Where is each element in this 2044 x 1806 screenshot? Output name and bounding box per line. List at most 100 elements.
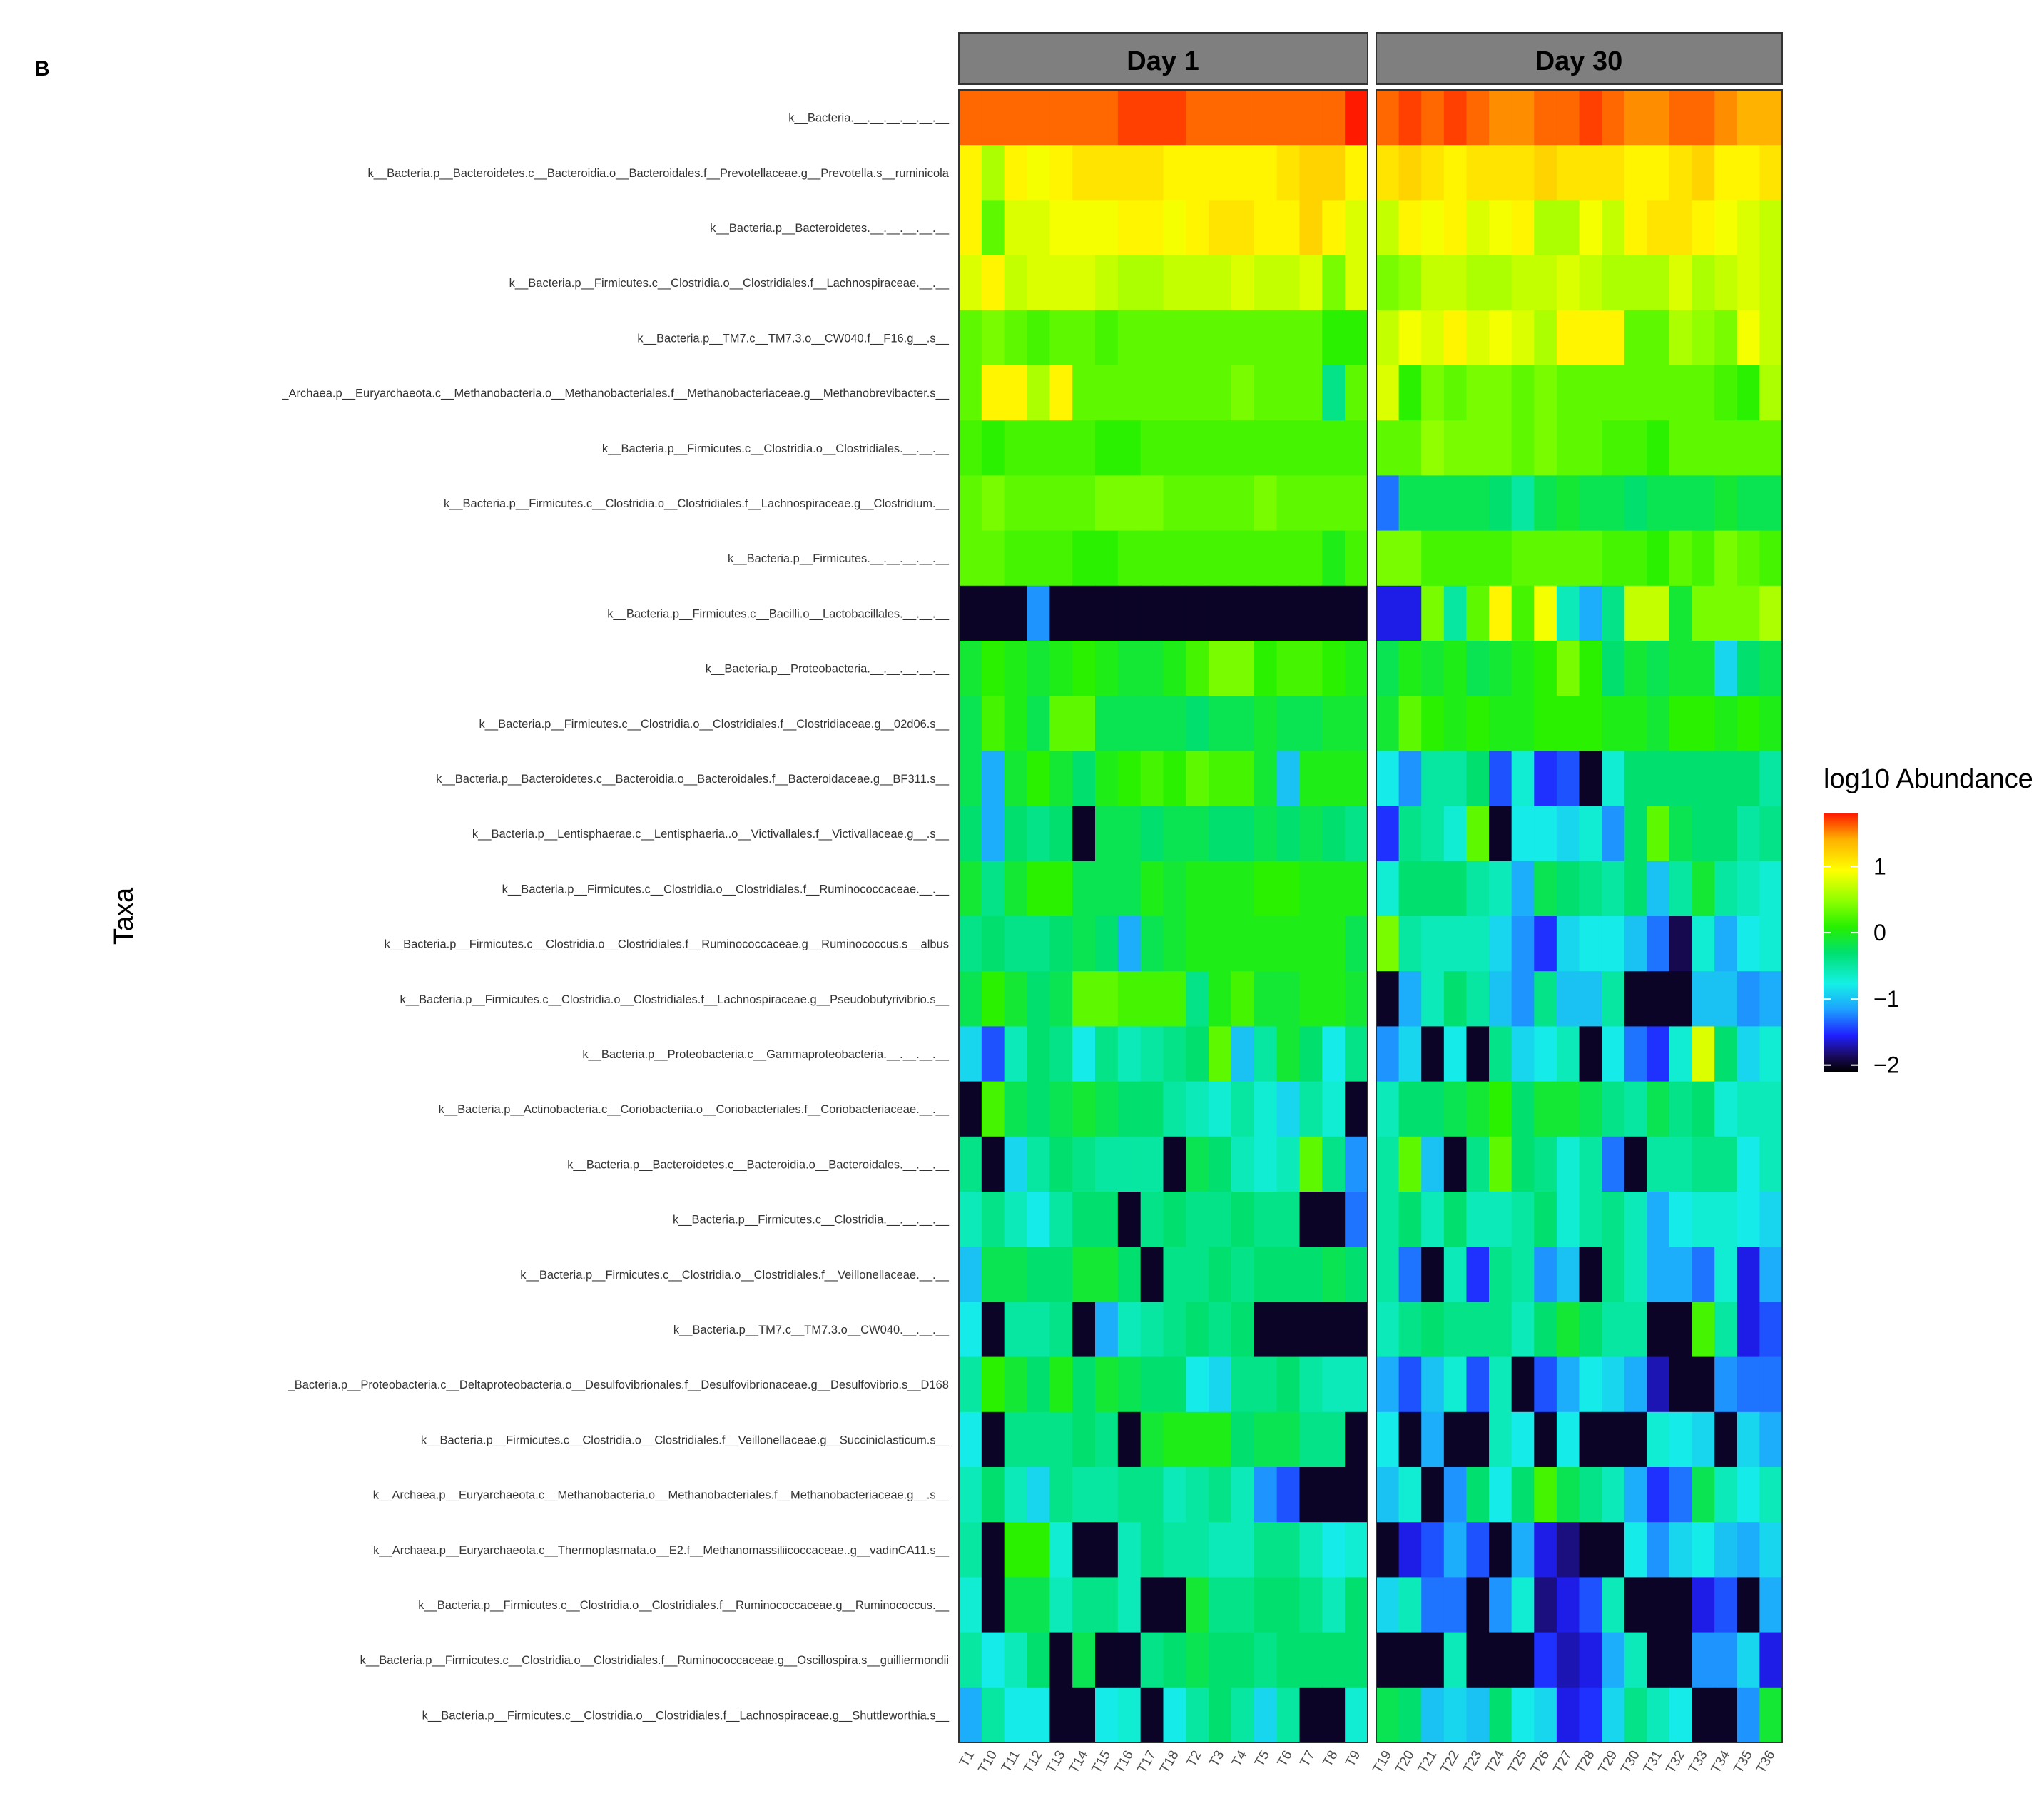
heatmap-cell-day30-26-16 (1737, 1522, 1760, 1578)
heatmap-cell-day1-16-17 (1345, 971, 1368, 1027)
heatmap-cell-day1-21-15 (1299, 1247, 1323, 1302)
heatmap-cell-day1-10-12 (1231, 641, 1255, 696)
heatmap-cell-day1-16-11 (1209, 971, 1232, 1027)
heatmap-cell-day1-22-17 (1345, 1302, 1368, 1358)
heatmap-cell-day30-4-8 (1556, 310, 1580, 366)
heatmap-cell-day30-1-3 (1443, 145, 1468, 201)
heatmap-cell-day1-13-9 (1163, 806, 1186, 862)
heatmap-cell-day1-8-14 (1276, 530, 1301, 587)
heatmap-cell-day1-29-1 (981, 1687, 1005, 1743)
heatmap-cell-day1-25-8 (1140, 1467, 1164, 1523)
heatmap-cell-day1-3-2 (1004, 255, 1028, 311)
heatmap-cell-day1-17-15 (1299, 1026, 1323, 1082)
heatmap-cell-day1-6-13 (1254, 420, 1278, 476)
heatmap-cell-day30-16-8 (1556, 971, 1580, 1027)
heatmap-cell-day30-2-10 (1602, 200, 1625, 256)
heatmap-cell-day1-28-2 (1004, 1632, 1028, 1688)
heatmap-cell-day30-15-10 (1602, 916, 1625, 972)
heatmap-cell-day30-4-14 (1692, 310, 1715, 366)
heatmap-cell-day30-18-15 (1714, 1081, 1738, 1137)
heatmap-cell-day1-6-3 (1027, 420, 1050, 476)
heatmap-cell-day30-16-4 (1466, 971, 1490, 1027)
heatmap-cell-day1-23-1 (981, 1356, 1005, 1413)
heatmap-cell-day30-24-5 (1489, 1411, 1512, 1468)
heatmap-cell-day30-25-12 (1647, 1467, 1670, 1523)
heatmap-cell-day30-3-13 (1669, 255, 1693, 311)
heatmap-cell-day30-1-8 (1556, 145, 1580, 201)
heatmap-cell-day1-29-0 (959, 1687, 982, 1743)
heatmap-cell-day1-15-13 (1254, 916, 1278, 972)
legend-tick-label-3: −2 (1873, 1052, 1899, 1078)
heatmap-cell-day30-10-4 (1466, 641, 1490, 696)
heatmap-cell-day1-19-13 (1254, 1136, 1278, 1192)
heatmap-cell-day1-9-4 (1049, 585, 1073, 641)
heatmap-cell-day30-8-7 (1534, 530, 1557, 587)
heatmap-cell-day1-2-8 (1140, 200, 1164, 256)
heatmap-cell-day30-25-16 (1737, 1467, 1760, 1523)
heatmap-cell-day30-8-4 (1466, 530, 1490, 587)
heatmap-cell-day30-12-10 (1602, 751, 1625, 807)
heatmap-cell-day1-29-12 (1231, 1687, 1255, 1743)
heatmap-cell-day1-19-1 (981, 1136, 1005, 1192)
heatmap-cell-day1-7-4 (1049, 475, 1073, 532)
taxon-label-9: k__Bacteria.p__Firmicutes.c__Bacilli.o__… (607, 607, 950, 620)
heatmap-cell-day1-27-16 (1322, 1577, 1346, 1633)
heatmap-cell-day30-5-11 (1624, 365, 1647, 421)
heatmap-cell-day1-8-13 (1254, 530, 1278, 587)
heatmap-cell-day30-11-0 (1376, 696, 1400, 751)
heatmap-cell-day1-22-12 (1231, 1302, 1255, 1358)
heatmap-cell-day30-15-8 (1556, 916, 1580, 972)
heatmap-cell-day30-19-4 (1466, 1136, 1490, 1192)
heatmap-cell-day1-6-15 (1299, 420, 1323, 476)
heatmap-cell-day1-25-13 (1254, 1467, 1278, 1523)
heatmap-cell-day1-18-16 (1322, 1081, 1346, 1137)
heatmap-cell-day1-9-16 (1322, 585, 1346, 641)
heatmap-cell-day30-17-15 (1714, 1026, 1738, 1082)
heatmap-cell-day30-29-3 (1443, 1687, 1468, 1743)
heatmap-cell-day1-9-3 (1027, 585, 1050, 641)
heatmap-cell-day1-2-16 (1322, 200, 1346, 256)
heatmap-cell-day30-0-11 (1624, 90, 1647, 146)
heatmap-cell-day30-4-9 (1579, 310, 1602, 366)
taxon-label-1: k__Bacteria.p__Bacteroidetes.c__Bacteroi… (367, 167, 949, 180)
heatmap-cell-day1-8-5 (1072, 530, 1096, 587)
heatmap-cell-day1-6-11 (1209, 420, 1232, 476)
heatmap-cell-day1-28-15 (1299, 1632, 1323, 1688)
heatmap-cell-day30-16-12 (1647, 971, 1670, 1027)
taxon-label-27: k__Bacteria.p__Firmicutes.c__Clostridia.… (418, 1599, 950, 1612)
heatmap-cell-day30-17-14 (1692, 1026, 1715, 1082)
sample-label-t11: T11 (999, 1748, 1023, 1775)
heatmap-cell-day30-9-2 (1421, 585, 1445, 641)
heatmap-cell-day30-18-12 (1647, 1081, 1670, 1137)
heatmap-cell-day1-20-7 (1117, 1192, 1142, 1247)
heatmap-cell-day1-7-17 (1345, 475, 1368, 532)
heatmap-cell-day30-14-1 (1398, 861, 1422, 917)
heatmap-cell-day30-6-10 (1602, 420, 1625, 476)
heatmap-cell-day30-29-8 (1556, 1687, 1580, 1743)
taxon-label-24: k__Bacteria.p__Firmicutes.c__Clostridia.… (421, 1434, 950, 1446)
heatmap-cell-day30-19-0 (1376, 1136, 1400, 1192)
heatmap-cell-day30-24-0 (1376, 1411, 1400, 1468)
heatmap-cell-day30-19-7 (1534, 1136, 1557, 1192)
heatmap-cell-day30-27-12 (1647, 1577, 1670, 1633)
heatmap-cell-day1-29-7 (1117, 1687, 1142, 1743)
heatmap-cell-day30-8-15 (1714, 530, 1738, 587)
heatmap-cell-day30-26-6 (1511, 1522, 1535, 1578)
heatmap-cell-day30-13-13 (1669, 806, 1693, 862)
heatmap-cell-day30-16-3 (1443, 971, 1468, 1027)
heatmap-cell-day1-3-0 (959, 255, 982, 311)
sample-label-t30: T30 (1618, 1748, 1643, 1776)
heatmap-cell-day1-27-10 (1186, 1577, 1209, 1633)
sample-label-t4: T4 (1229, 1748, 1250, 1770)
heatmap-cell-day1-28-11 (1209, 1632, 1232, 1688)
heatmap-cell-day30-5-13 (1669, 365, 1693, 421)
heatmap-cell-day1-16-9 (1163, 971, 1186, 1027)
heatmap-cell-day1-4-12 (1231, 310, 1255, 366)
heatmap-cell-day1-9-1 (981, 585, 1005, 641)
heatmap-cell-day1-15-8 (1140, 916, 1164, 972)
sample-label-t28: T28 (1573, 1748, 1598, 1776)
heatmap-cell-day30-21-1 (1398, 1247, 1422, 1302)
heatmap-cell-day30-24-7 (1534, 1411, 1557, 1468)
heatmap-cell-day30-25-9 (1579, 1467, 1602, 1523)
heatmap-cell-day30-16-10 (1602, 971, 1625, 1027)
